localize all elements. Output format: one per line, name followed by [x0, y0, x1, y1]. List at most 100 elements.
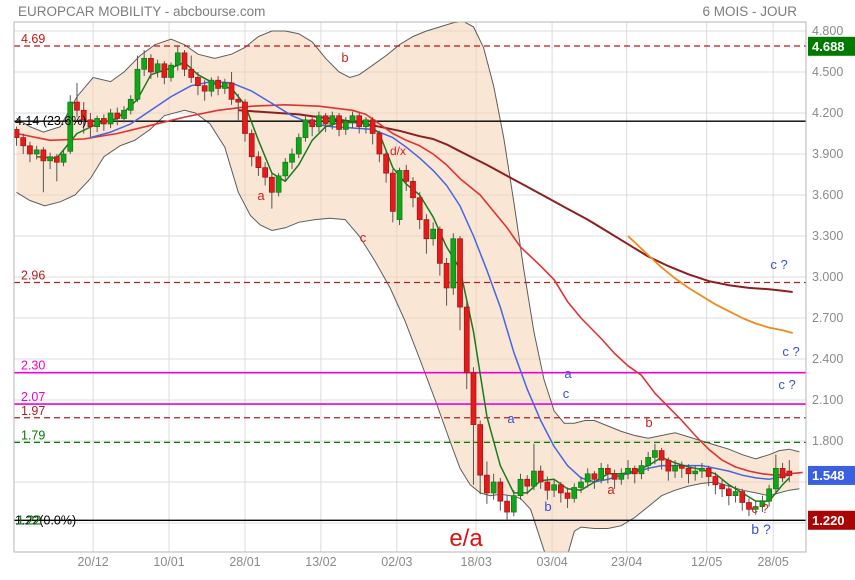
wave-annotation: a [257, 188, 265, 203]
date-tick-label: 12/05 [691, 555, 722, 569]
candle [584, 468, 591, 488]
candle [114, 107, 121, 126]
candle [47, 152, 53, 170]
candle [201, 80, 208, 101]
candle [430, 222, 436, 246]
wave-annotation: b [341, 50, 348, 65]
date-tick-label: 03/04 [536, 555, 567, 569]
level-overlay-label: 1.22 [17, 513, 41, 527]
candle [154, 59, 161, 78]
candle [316, 111, 322, 133]
candle [524, 475, 531, 495]
date-tick-label: 10/01 [153, 555, 184, 569]
date-tick-label: 28/05 [758, 555, 789, 569]
level-label: 2.96 [21, 268, 45, 282]
candle [396, 167, 403, 226]
candle [564, 487, 571, 508]
wave-annotation: d/x [390, 144, 406, 158]
price-tick-label: 3.300 [812, 229, 843, 243]
candle [416, 192, 423, 230]
candle [168, 62, 174, 82]
wave-annotation: c ? [751, 501, 768, 516]
candle [618, 468, 625, 485]
candle [148, 54, 154, 79]
candle [450, 233, 457, 295]
candle [269, 173, 275, 209]
ma-line-mm100 [627, 235, 793, 334]
candle [611, 469, 618, 489]
candle [342, 117, 349, 135]
wave-annotation: c ? [778, 377, 795, 392]
candle [631, 465, 638, 484]
price-tick-label: 3.000 [812, 270, 843, 284]
plot-border [13, 21, 807, 553]
price-tick-label: 1.800 [812, 434, 843, 448]
level-label: 4.14 (23.6%) [15, 114, 87, 128]
price-axis: 4.800 4.500 4.200 3.900 3.600 3.300 3.000 2.700… [808, 24, 855, 530]
candle [625, 460, 631, 480]
wave-annotation: b [645, 415, 652, 430]
candle [161, 61, 168, 85]
candle [672, 460, 678, 478]
candle [329, 111, 336, 130]
candle [215, 76, 221, 96]
candle [107, 108, 114, 129]
level-labels: 4.69 4.14 (23.6%) 2.96 2.30 2.071.97 1.79 1.22… [15, 32, 87, 527]
candle [255, 151, 262, 176]
candle [410, 177, 416, 208]
candle [484, 461, 490, 504]
candle [208, 77, 215, 97]
candle [336, 113, 342, 137]
price-tick-label: 4.200 [812, 106, 843, 120]
candle [40, 147, 47, 193]
price-badge: 1.220 [808, 510, 855, 530]
candle [557, 482, 564, 503]
candle [389, 169, 396, 223]
candle [141, 50, 148, 77]
wave-annotation: c ? [770, 257, 787, 272]
candle [531, 443, 537, 491]
candle [725, 484, 732, 506]
candle [188, 55, 195, 83]
candle [363, 117, 369, 134]
candle [80, 102, 87, 134]
candle [33, 145, 40, 160]
candle [262, 162, 268, 186]
bollinger-band [16, 22, 800, 552]
candle [658, 447, 665, 470]
chart-period: 6 MOIS - JOUR [702, 4, 797, 19]
candle [470, 367, 477, 485]
svg-text:1.548: 1.548 [812, 468, 845, 483]
candle [773, 454, 779, 493]
candle [457, 236, 463, 331]
level-label: 2.30 [21, 359, 45, 373]
candle [645, 451, 652, 472]
price-badge: 4.688 [808, 36, 855, 56]
candle [517, 473, 524, 500]
candle [322, 113, 329, 133]
candle [20, 133, 27, 154]
price-tick-label: 4.500 [812, 65, 843, 79]
candle [443, 257, 450, 306]
date-tick-label: 02/03 [381, 555, 412, 569]
candle [712, 472, 719, 495]
price-tick-label: 2.700 [812, 311, 843, 325]
candle [746, 498, 752, 517]
candle [403, 164, 410, 191]
svg-text:4.688: 4.688 [812, 39, 845, 54]
candle [282, 158, 289, 182]
chart-title: EUROPCAR MOBILITY - abcbourse.com [18, 4, 266, 19]
candle [705, 465, 712, 487]
candle [537, 465, 544, 489]
candle [490, 473, 497, 500]
candle [195, 72, 201, 96]
candle [638, 460, 645, 480]
candle [605, 464, 611, 484]
wave-annotation: a [507, 411, 515, 426]
candle [174, 46, 181, 71]
candle [349, 111, 356, 129]
level-label: 4.69 [21, 32, 45, 46]
candle [544, 476, 551, 500]
